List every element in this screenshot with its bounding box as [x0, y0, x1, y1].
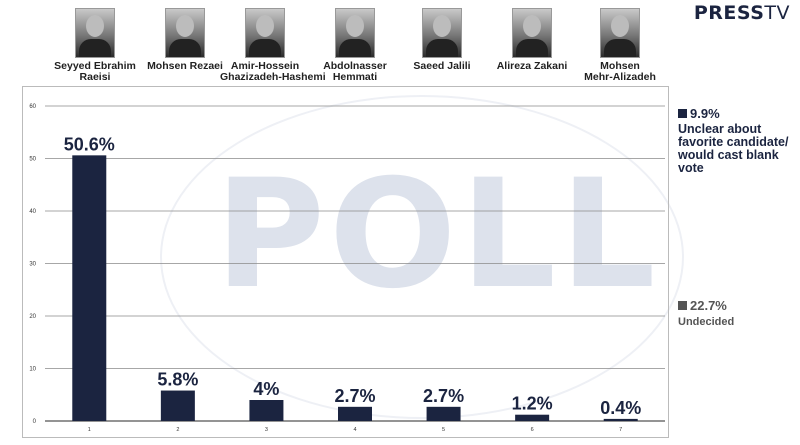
y-tick-label: 50	[29, 157, 36, 163]
bar	[515, 414, 550, 421]
data-label: 2.7%	[334, 386, 375, 406]
watermark-ring	[160, 95, 684, 419]
candidate-photo	[600, 8, 640, 58]
data-label: 5.8%	[157, 370, 198, 390]
y-tick-label: 40	[29, 209, 36, 215]
candidate-card: Amir-Hossein Ghazizadeh-Hashemi	[220, 8, 326, 83]
candidate-name-line2: Hemmati	[332, 71, 378, 83]
candidate-card: Mohsen Mehr-Alizadeh	[575, 8, 665, 83]
chart-frame	[22, 86, 669, 438]
candidate-name: Alireza Zakani	[496, 60, 568, 72]
logo-light: TV	[764, 2, 790, 24]
bar	[426, 406, 461, 421]
legend-text: Unclear about favorite candidate/ would …	[678, 122, 789, 175]
candidate-card: Mohsen Rezaei	[140, 8, 230, 72]
candidate-name-line2: Raeisi	[79, 71, 111, 83]
candidate-card: Saeed Jalili	[397, 8, 487, 72]
legend-item-undecided: 22.7% Undecided	[678, 298, 734, 328]
presstv-logo: PRESSTV	[694, 2, 790, 24]
data-label: 0.4%	[600, 398, 641, 418]
candidate-photo	[245, 8, 285, 58]
data-label: 2.7%	[423, 386, 464, 406]
x-tick-label: 5	[442, 427, 445, 433]
data-label: 1.2%	[512, 394, 553, 414]
candidate-photo	[512, 8, 552, 58]
candidate-name: Abdolnasser	[323, 60, 387, 72]
x-tick-label: 7	[619, 427, 622, 433]
legend-value: 22.7%	[690, 298, 727, 313]
candidate-photo	[165, 8, 205, 58]
candidate-name: Saeed Jalili	[413, 60, 471, 72]
y-tick-label: 60	[29, 104, 36, 110]
bar	[249, 400, 284, 421]
y-tick-label: 10	[29, 367, 36, 373]
x-tick-label: 4	[353, 427, 356, 433]
x-tick-label: 6	[531, 427, 534, 433]
candidate-name: Seyyed Ebrahim	[54, 60, 136, 72]
candidate-photo	[422, 8, 462, 58]
candidate-photo	[75, 8, 115, 58]
y-tick-label: 30	[29, 262, 36, 268]
y-tick-label: 0	[33, 419, 37, 425]
data-label: 50.6%	[64, 134, 115, 154]
x-tick-label: 2	[176, 427, 179, 433]
data-label: 4%	[253, 379, 279, 399]
x-tick-label: 3	[265, 427, 268, 433]
candidate-name-line2: Ghazizadeh-Hashemi	[220, 71, 326, 83]
bar	[72, 155, 107, 421]
legend-swatch	[678, 301, 687, 310]
candidate-name: Mohsen	[600, 60, 640, 72]
legend-value: 9.9%	[690, 106, 720, 121]
legend-text: Undecided	[678, 316, 735, 328]
candidate-name-line2: Mehr-Alizadeh	[584, 71, 656, 83]
candidate-card: Abdolnasser Hemmati	[310, 8, 400, 83]
logo-bold: PRESS	[693, 2, 765, 24]
x-tick-label: 1	[88, 427, 91, 433]
bar	[338, 406, 372, 421]
bar	[160, 390, 195, 421]
candidate-card: Alireza Zakani	[487, 8, 577, 72]
legend-item-unclear: 9.9% Unclear about favorite candidate/ w…	[678, 106, 793, 175]
watermark-text: POLL	[215, 148, 660, 322]
bar	[603, 418, 638, 421]
legend-swatch	[678, 109, 687, 118]
candidate-photo	[335, 8, 375, 58]
candidate-name: Amir-Hossein	[230, 60, 300, 72]
candidate-card: Seyyed Ebrahim Raeisi	[50, 8, 140, 83]
candidate-name: Mohsen Rezaei	[147, 60, 223, 72]
y-tick-label: 20	[29, 314, 36, 320]
